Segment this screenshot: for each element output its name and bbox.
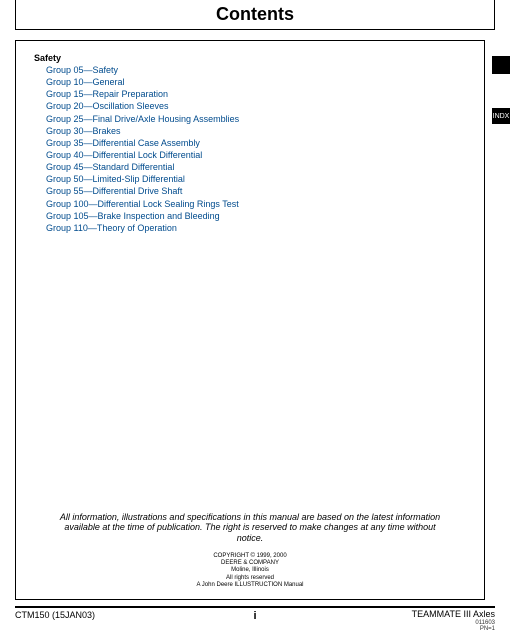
footer-pn: PN=1 <box>412 626 495 633</box>
toc-item[interactable]: Group 15—Repair Preparation <box>46 88 476 100</box>
page-footer: CTM150 (15JAN03) i TEAMMATE III Axles 01… <box>15 606 495 628</box>
copyright-line: COPYRIGHT © 1999, 2000 <box>16 553 484 560</box>
toc-item[interactable]: Group 110—Theory of Operation <box>46 222 476 234</box>
toc-item[interactable]: Group 25—Final Drive/Axle Housing Assemb… <box>46 113 476 125</box>
disclaimer-text: All information, illustrations and speci… <box>34 512 466 544</box>
toc-item[interactable]: Group 20—Oscillation Sleeves <box>46 100 476 112</box>
footer-product-name: TEAMMATE III Axles <box>412 610 495 620</box>
toc-item[interactable]: Group 100—Differential Lock Sealing Ring… <box>46 198 476 210</box>
toc-section-title: Safety <box>34 53 476 63</box>
toc-item[interactable]: Group 10—General <box>46 76 476 88</box>
toc-item[interactable]: Group 40—Differential Lock Differential <box>46 149 476 161</box>
toc-item[interactable]: Group 05—Safety <box>46 64 476 76</box>
page-title: Contents <box>15 0 495 30</box>
copyright-block: COPYRIGHT © 1999, 2000 DEERE & COMPANY M… <box>16 553 484 589</box>
toc-item[interactable]: Group 30—Brakes <box>46 125 476 137</box>
toc-item[interactable]: Group 35—Differential Case Assembly <box>46 137 476 149</box>
toc-item[interactable]: Group 50—Limited-Slip Differential <box>46 173 476 185</box>
toc-item[interactable]: Group 45—Standard Differential <box>46 161 476 173</box>
footer-date-code: 011603 <box>412 620 495 627</box>
copyright-line: All rights reserved <box>16 575 484 582</box>
content-frame: Safety Group 05—Safety Group 10—General … <box>15 40 485 600</box>
side-tab-blank <box>492 56 510 74</box>
toc-item[interactable]: Group 105—Brake Inspection and Bleeding <box>46 210 476 222</box>
copyright-line: Moline, Illinois <box>16 567 484 574</box>
footer-right: TEAMMATE III Axles 011603 PN=1 <box>412 610 495 633</box>
toc-item[interactable]: Group 55—Differential Drive Shaft <box>46 185 476 197</box>
side-tab-index: INDX <box>492 108 510 124</box>
copyright-line: A John Deere ILLUSTRUCTION Manual <box>16 582 484 589</box>
copyright-line: DEERE & COMPANY <box>16 560 484 567</box>
